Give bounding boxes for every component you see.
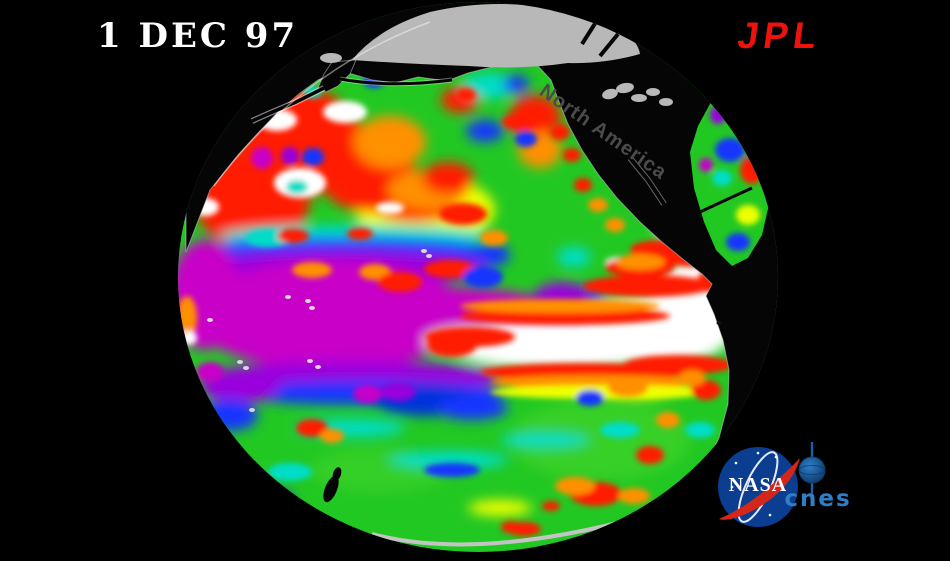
cnes-wordmark: cnes (784, 486, 852, 512)
antarctic-rim (371, 513, 649, 547)
cnes-satellite-icon (798, 442, 826, 496)
jpl-logo: JPL (735, 15, 824, 56)
nasa-logo: NASA (714, 443, 802, 531)
date-label: 1 DEC 97 (97, 16, 299, 56)
limb-highlight (213, 21, 431, 187)
cnes-logo: cnes (772, 438, 864, 516)
nasa-wordmark: NASA (728, 474, 788, 496)
arctic-ice-cap (320, 4, 720, 106)
pacific-islands (207, 249, 722, 503)
nasa-meatball-icon (718, 447, 800, 527)
